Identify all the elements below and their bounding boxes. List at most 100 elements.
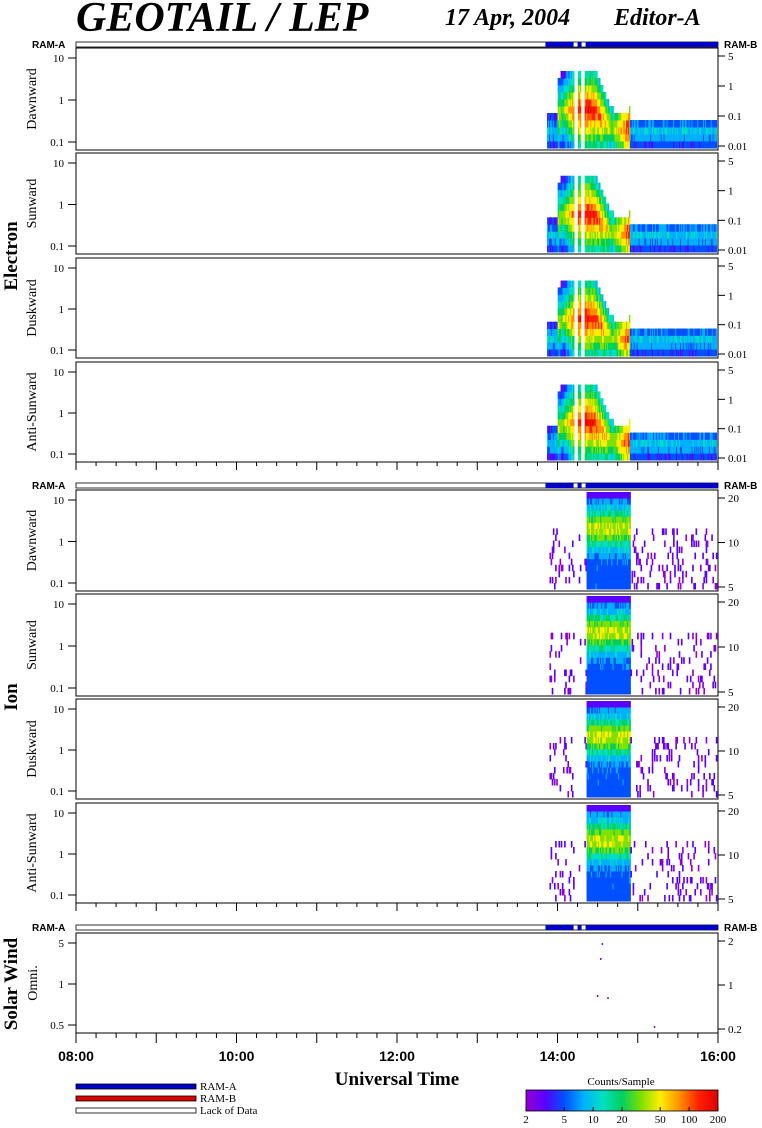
spectrogram-cell: [664, 453, 667, 461]
spectrogram-cell: [551, 113, 554, 121]
spectrogram-cell: [579, 210, 582, 218]
spectrogram-cell: [635, 446, 638, 454]
spectrogram-cell: [648, 134, 650, 142]
spectrogram-cell: [714, 564, 717, 572]
spectrogram-cell: [598, 504, 601, 511]
spectrogram-cell: [615, 335, 617, 343]
spectrogram-cell: [589, 238, 591, 246]
spectrogram-cell: [586, 638, 589, 646]
spectrogram-cell: [587, 99, 589, 107]
spectrogram-cell: [585, 669, 588, 677]
spectrogram-cell: [557, 106, 560, 114]
spectrogram-cell: [597, 321, 599, 330]
spectrogram-cell: [597, 210, 599, 218]
spectrogram-cell: [587, 596, 590, 603]
spectrogram-cell: [709, 141, 712, 149]
spectrogram-cell: [619, 564, 621, 572]
spectrogram-cell: [567, 287, 569, 295]
spectrogram-cell: [620, 570, 622, 578]
spectrogram-cell: [666, 141, 668, 149]
spectrogram-cell: [600, 85, 602, 93]
spectrogram-cell: [592, 516, 594, 523]
spectrogram-cell: [607, 349, 610, 357]
spectrogram-cell: [586, 405, 589, 413]
spectrogram-cell: [606, 210, 609, 218]
spectrogram-cell: [558, 231, 561, 239]
spectrogram-cell: [595, 558, 598, 566]
spectrogram-cell: [569, 120, 571, 128]
spectrogram-cell: [579, 398, 582, 406]
spectrogram-cell: [597, 238, 599, 246]
spectrogram-cell: [588, 210, 590, 218]
spectrogram-cell: [713, 141, 716, 149]
spectrogram-cell: [705, 328, 708, 336]
spectrogram-cell: [602, 582, 604, 590]
spectrogram-cell: [592, 78, 594, 86]
spectrogram-cell: [707, 564, 710, 572]
spectrogram-cell: [550, 224, 553, 232]
spectrogram-cell: [607, 328, 610, 336]
spectrogram-cell: [598, 492, 601, 499]
spectrogram-cell: [568, 182, 570, 191]
spectrogram-cell: [639, 224, 641, 232]
spectrogram-cell: [579, 280, 582, 288]
spectrogram-cell: [646, 439, 648, 447]
spectrogram-cell: [587, 412, 589, 420]
spectrogram-cell: [650, 446, 652, 454]
spectrogram-cell: [710, 238, 713, 246]
spectrogram-cell: [627, 321, 630, 330]
spectrogram-cell: [598, 141, 600, 149]
spectrogram-cell: [563, 342, 565, 350]
spectrogram-cell: [559, 391, 562, 399]
spectrogram-cell: [636, 335, 639, 343]
spectrogram-cell: [700, 432, 702, 440]
spectrogram-cell: [713, 134, 716, 142]
spectrogram-cell: [682, 453, 685, 461]
spectrogram-cell: [563, 328, 565, 336]
spectrogram-cell: [609, 492, 611, 499]
spectrogram-cell: [615, 552, 618, 560]
spectrogram-cell: [701, 342, 703, 350]
spectrogram-cell: [658, 432, 661, 440]
spectrogram-cell: [685, 224, 688, 232]
spectrogram-cell: [549, 446, 552, 454]
spectrogram-cell: [570, 120, 572, 128]
spectrogram-cell: [598, 391, 600, 399]
spectrogram-cell: [672, 349, 674, 357]
spectrogram-cell: [610, 534, 612, 541]
spectrogram-cell: [681, 127, 684, 135]
spectrogram-cell: [644, 127, 646, 135]
spectrogram-cell: [704, 231, 707, 239]
spectrogram-cell: [603, 335, 606, 343]
spectrogram-cell: [551, 546, 554, 554]
spectrogram-cell: [598, 405, 600, 413]
y-tick-right-label: 20: [728, 493, 740, 505]
spectrogram-cell: [611, 418, 614, 427]
spectrogram-cell: [702, 127, 704, 135]
spectrogram-cell: [603, 570, 606, 578]
spectrogram-cell: [681, 342, 684, 350]
spectrogram-cell: [618, 127, 620, 135]
spectrogram-cell: [603, 308, 606, 316]
spectrogram-cell: [597, 182, 599, 191]
spectrogram-cell: [639, 335, 641, 343]
spectrogram-cell: [688, 446, 691, 454]
spectrogram-cell: [659, 432, 662, 440]
spectrogram-cell: [563, 189, 565, 198]
spectrogram-cell: [611, 576, 613, 584]
spectrogram-cell: [557, 203, 560, 211]
spectrogram-cell: [620, 425, 622, 434]
spectrogram-cell: [625, 498, 628, 505]
spectrogram-cell: [593, 412, 595, 420]
spectrogram-cell: [577, 418, 580, 427]
spectrogram-cell: [618, 510, 620, 517]
spectrogram-cell: [632, 349, 635, 357]
spectrogram-cell: [712, 439, 715, 447]
spectrogram-cell: [601, 106, 604, 114]
spectrogram-cell: [649, 141, 651, 149]
spectrogram-cell: [592, 175, 594, 184]
spectrogram-cell: [571, 196, 573, 204]
spectrogram-cell: [679, 328, 682, 336]
spectrogram-cell: [618, 238, 620, 246]
spectrogram-cell: [600, 99, 602, 107]
